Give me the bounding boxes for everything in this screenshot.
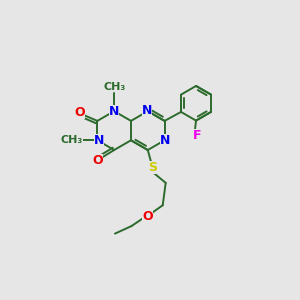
- Text: O: O: [92, 154, 103, 167]
- Text: O: O: [142, 210, 152, 223]
- Text: O: O: [74, 106, 85, 119]
- Text: N: N: [160, 134, 170, 147]
- Text: CH₃: CH₃: [60, 135, 82, 145]
- Text: N: N: [109, 105, 119, 118]
- Text: CH₃: CH₃: [103, 82, 125, 92]
- Text: F: F: [193, 129, 202, 142]
- Text: N: N: [142, 104, 152, 117]
- Text: N: N: [94, 134, 104, 147]
- Text: S: S: [148, 160, 158, 173]
